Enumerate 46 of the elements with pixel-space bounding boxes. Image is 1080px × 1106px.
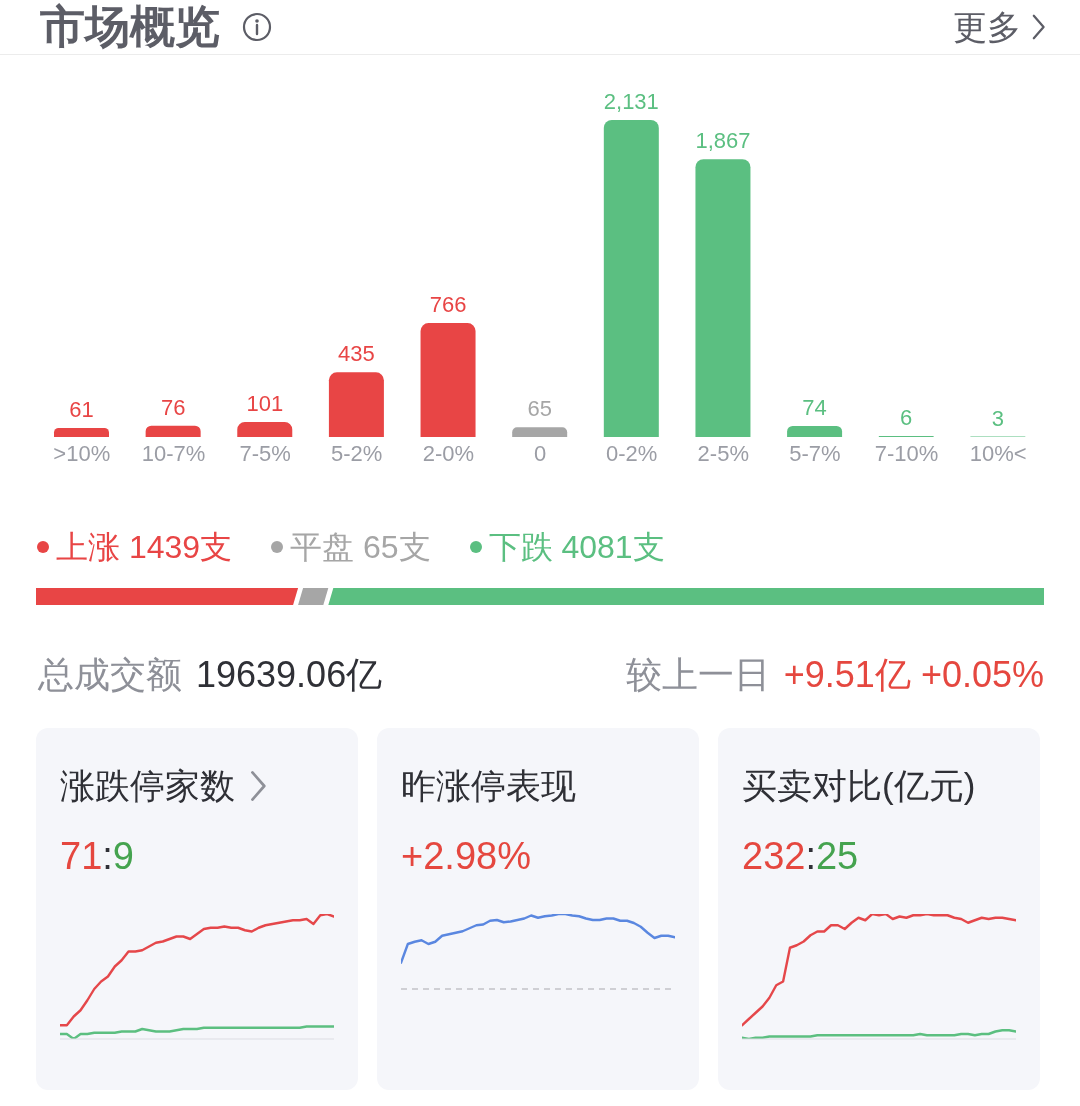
data-label: 435	[338, 341, 375, 367]
chart-title: 买卖对比(亿元)	[742, 765, 976, 807]
text: 更多	[952, 7, 1021, 47]
x-tick-label: 2-0%	[422, 440, 475, 466]
data-label: 3	[991, 405, 1004, 431]
bar	[695, 159, 751, 437]
legend-label: 上涨 1439支	[56, 528, 233, 567]
chart-title: 市场概览	[40, 1, 220, 52]
text: 总成交额	[38, 652, 182, 697]
data-label: 74	[802, 394, 827, 420]
x-tick-label: 0-2%	[605, 440, 658, 466]
bar	[145, 425, 201, 437]
data-label: 76	[160, 394, 186, 420]
bar	[512, 427, 568, 437]
x-tick-label: 2-5%	[697, 440, 749, 466]
data-label: 1,867	[695, 128, 751, 154]
chart-title: 涨跌停家数	[60, 765, 235, 807]
x-tick-label: 0	[533, 440, 547, 466]
bar	[54, 427, 109, 437]
data-label: 61	[69, 396, 94, 422]
text: +9.51亿 +0.05%	[783, 652, 1044, 697]
x-tick-label: 5-2%	[331, 440, 383, 466]
chart-title: 昨涨停表现	[401, 765, 576, 807]
bar	[787, 425, 843, 437]
x-tick-label: 10-7%	[141, 440, 206, 466]
data-label: 65	[527, 396, 552, 422]
x-tick-label: >10%	[53, 440, 111, 466]
chart-subtitle: 232:25	[742, 834, 859, 878]
text: 较上一日	[625, 652, 770, 697]
data-label: 766	[429, 292, 467, 318]
data-label: 101	[246, 390, 284, 416]
data-label: 2,131	[603, 89, 659, 114]
chart-subtitle: +2.98%	[401, 834, 531, 878]
x-tick-label: 7-5%	[239, 440, 291, 466]
legend-label: 下跌 4081支	[488, 528, 665, 567]
legend-label: 平盘 65支	[290, 528, 431, 567]
chart-subtitle: 71:9	[60, 834, 134, 878]
bar	[420, 323, 476, 437]
x-tick-label: 10%<	[969, 440, 1027, 466]
bar	[237, 421, 293, 437]
bar	[328, 372, 384, 437]
text: 19639.06亿	[196, 652, 383, 697]
data-label: 6	[900, 405, 913, 431]
bar	[603, 120, 659, 437]
x-tick-label: 7-10%	[874, 440, 939, 466]
x-tick-label: 5-7%	[789, 440, 841, 466]
